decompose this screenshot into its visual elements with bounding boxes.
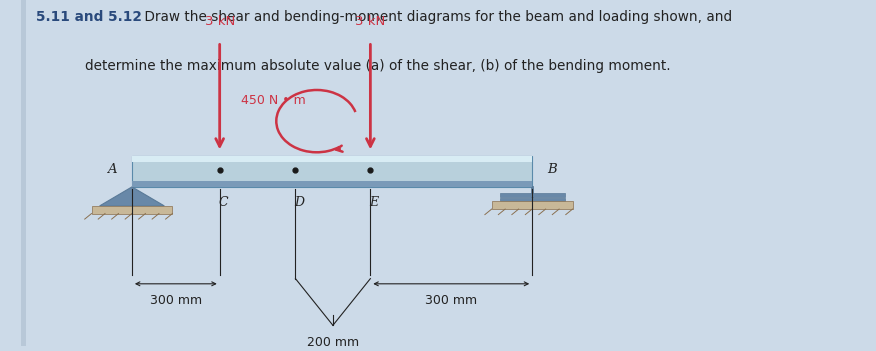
FancyBboxPatch shape	[91, 206, 173, 213]
Text: 200 mm: 200 mm	[307, 336, 359, 349]
FancyBboxPatch shape	[500, 198, 564, 201]
FancyBboxPatch shape	[132, 156, 532, 162]
Text: 450 N • m: 450 N • m	[241, 94, 306, 107]
Text: 3 kN: 3 kN	[204, 15, 235, 28]
FancyBboxPatch shape	[491, 201, 573, 209]
Polygon shape	[100, 187, 165, 206]
Text: E: E	[369, 196, 378, 208]
Text: 300 mm: 300 mm	[150, 294, 201, 307]
Text: A: A	[107, 163, 117, 176]
Text: C: C	[218, 196, 228, 208]
FancyBboxPatch shape	[132, 156, 532, 187]
Text: Draw the shear and bending-moment diagrams for the beam and loading shown, and: Draw the shear and bending-moment diagra…	[139, 11, 731, 24]
Text: 300 mm: 300 mm	[425, 294, 477, 307]
FancyBboxPatch shape	[132, 181, 532, 187]
FancyBboxPatch shape	[21, 0, 26, 346]
Text: 5.11 and 5.12: 5.11 and 5.12	[36, 11, 142, 24]
Text: determine the maximum absolute value (a) of the shear, (b) of the bending moment: determine the maximum absolute value (a)…	[85, 59, 671, 73]
FancyBboxPatch shape	[500, 193, 564, 197]
Text: 3 kN: 3 kN	[356, 15, 385, 28]
Text: D: D	[293, 196, 304, 208]
Text: B: B	[548, 163, 557, 176]
